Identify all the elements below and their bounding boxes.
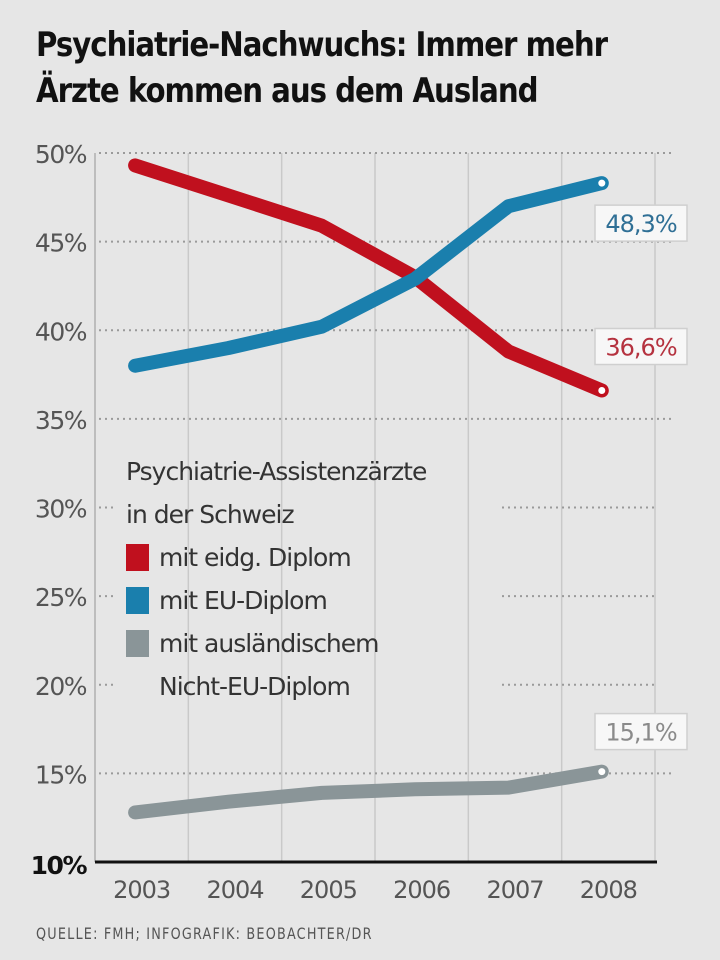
legend-item-eu-diplom: mit EU-Diplom — [126, 579, 426, 622]
x-tick-label: 2004 — [206, 876, 263, 904]
x-tick-label: 2005 — [300, 876, 357, 904]
end-value-labels: 36,6% 48,3% 15,1% — [594, 204, 688, 751]
legend-swatch-gray — [126, 630, 149, 657]
chart-title: Psychiatrie-Nachwuchs: Immer mehr Ärzte … — [36, 22, 621, 114]
x-axis-tick-labels: 2003 2004 2005 2006 2007 2008 — [113, 876, 638, 904]
end-value-label: 36,6% — [605, 334, 676, 362]
y-tick-label: 45% — [35, 229, 87, 258]
x-tick-label: 2008 — [580, 876, 637, 904]
legend-label: mit EU-Diplom — [159, 586, 328, 615]
chart-title-line-2: Ärzte kommen aus dem Ausland — [36, 71, 539, 111]
y-tick-label: 10% — [31, 851, 88, 880]
legend-item-eidg-diplom: mit eidg. Diplom — [126, 536, 426, 579]
legend: Psychiatrie-Assistenzärzte in der Schwei… — [126, 450, 427, 708]
legend-label: mit eidg. Diplom — [159, 543, 352, 572]
series-end-marker — [596, 385, 608, 397]
series-lines — [128, 158, 609, 820]
y-tick-label: 35% — [35, 406, 87, 435]
legend-item-nicht-eu-diplom: mit ausländischem — [126, 622, 426, 665]
x-tick-label: 2007 — [486, 876, 543, 904]
y-tick-label: 50% — [35, 140, 87, 169]
series-end-marker — [596, 766, 608, 778]
legend-item-nicht-eu-diplom-line-2: Nicht-EU-Diplom — [159, 672, 351, 701]
y-tick-label: 25% — [35, 583, 87, 612]
x-tick-label: 2003 — [113, 876, 170, 904]
series-line — [128, 158, 609, 398]
legend-heading-line-2: in der Schweiz — [126, 500, 295, 529]
series-line — [128, 764, 609, 820]
end-label-box — [594, 712, 688, 751]
series-line — [128, 176, 609, 373]
y-tick-label: 30% — [35, 495, 87, 524]
y-tick-label: 40% — [35, 317, 87, 346]
legend-heading-line-1: Psychiatrie-Assistenzärzte — [126, 457, 427, 486]
source-credit: QUELLE: FMH; INFOGRAFIK: BEOBACHTER/DR — [36, 924, 373, 943]
end-value-label: 15,1% — [605, 719, 676, 747]
legend-swatch-blue — [126, 587, 149, 614]
legend-swatch-red — [126, 544, 149, 571]
end-label-box — [594, 204, 688, 242]
end-value-label: 48,3% — [605, 210, 676, 238]
y-axis-tick-labels: 10% 15% 20% 25% 30% 35% 40% 45% 50% — [31, 140, 89, 880]
y-tick-label: 15% — [35, 760, 87, 789]
series-end-marker — [596, 177, 608, 189]
y-tick-label: 20% — [35, 672, 87, 701]
chart-title-line-1: Psychiatrie-Nachwuchs: Immer mehr — [36, 25, 608, 65]
x-tick-label: 2006 — [393, 876, 450, 904]
end-label-box — [594, 327, 688, 366]
legend-label: mit ausländischem — [159, 629, 380, 658]
